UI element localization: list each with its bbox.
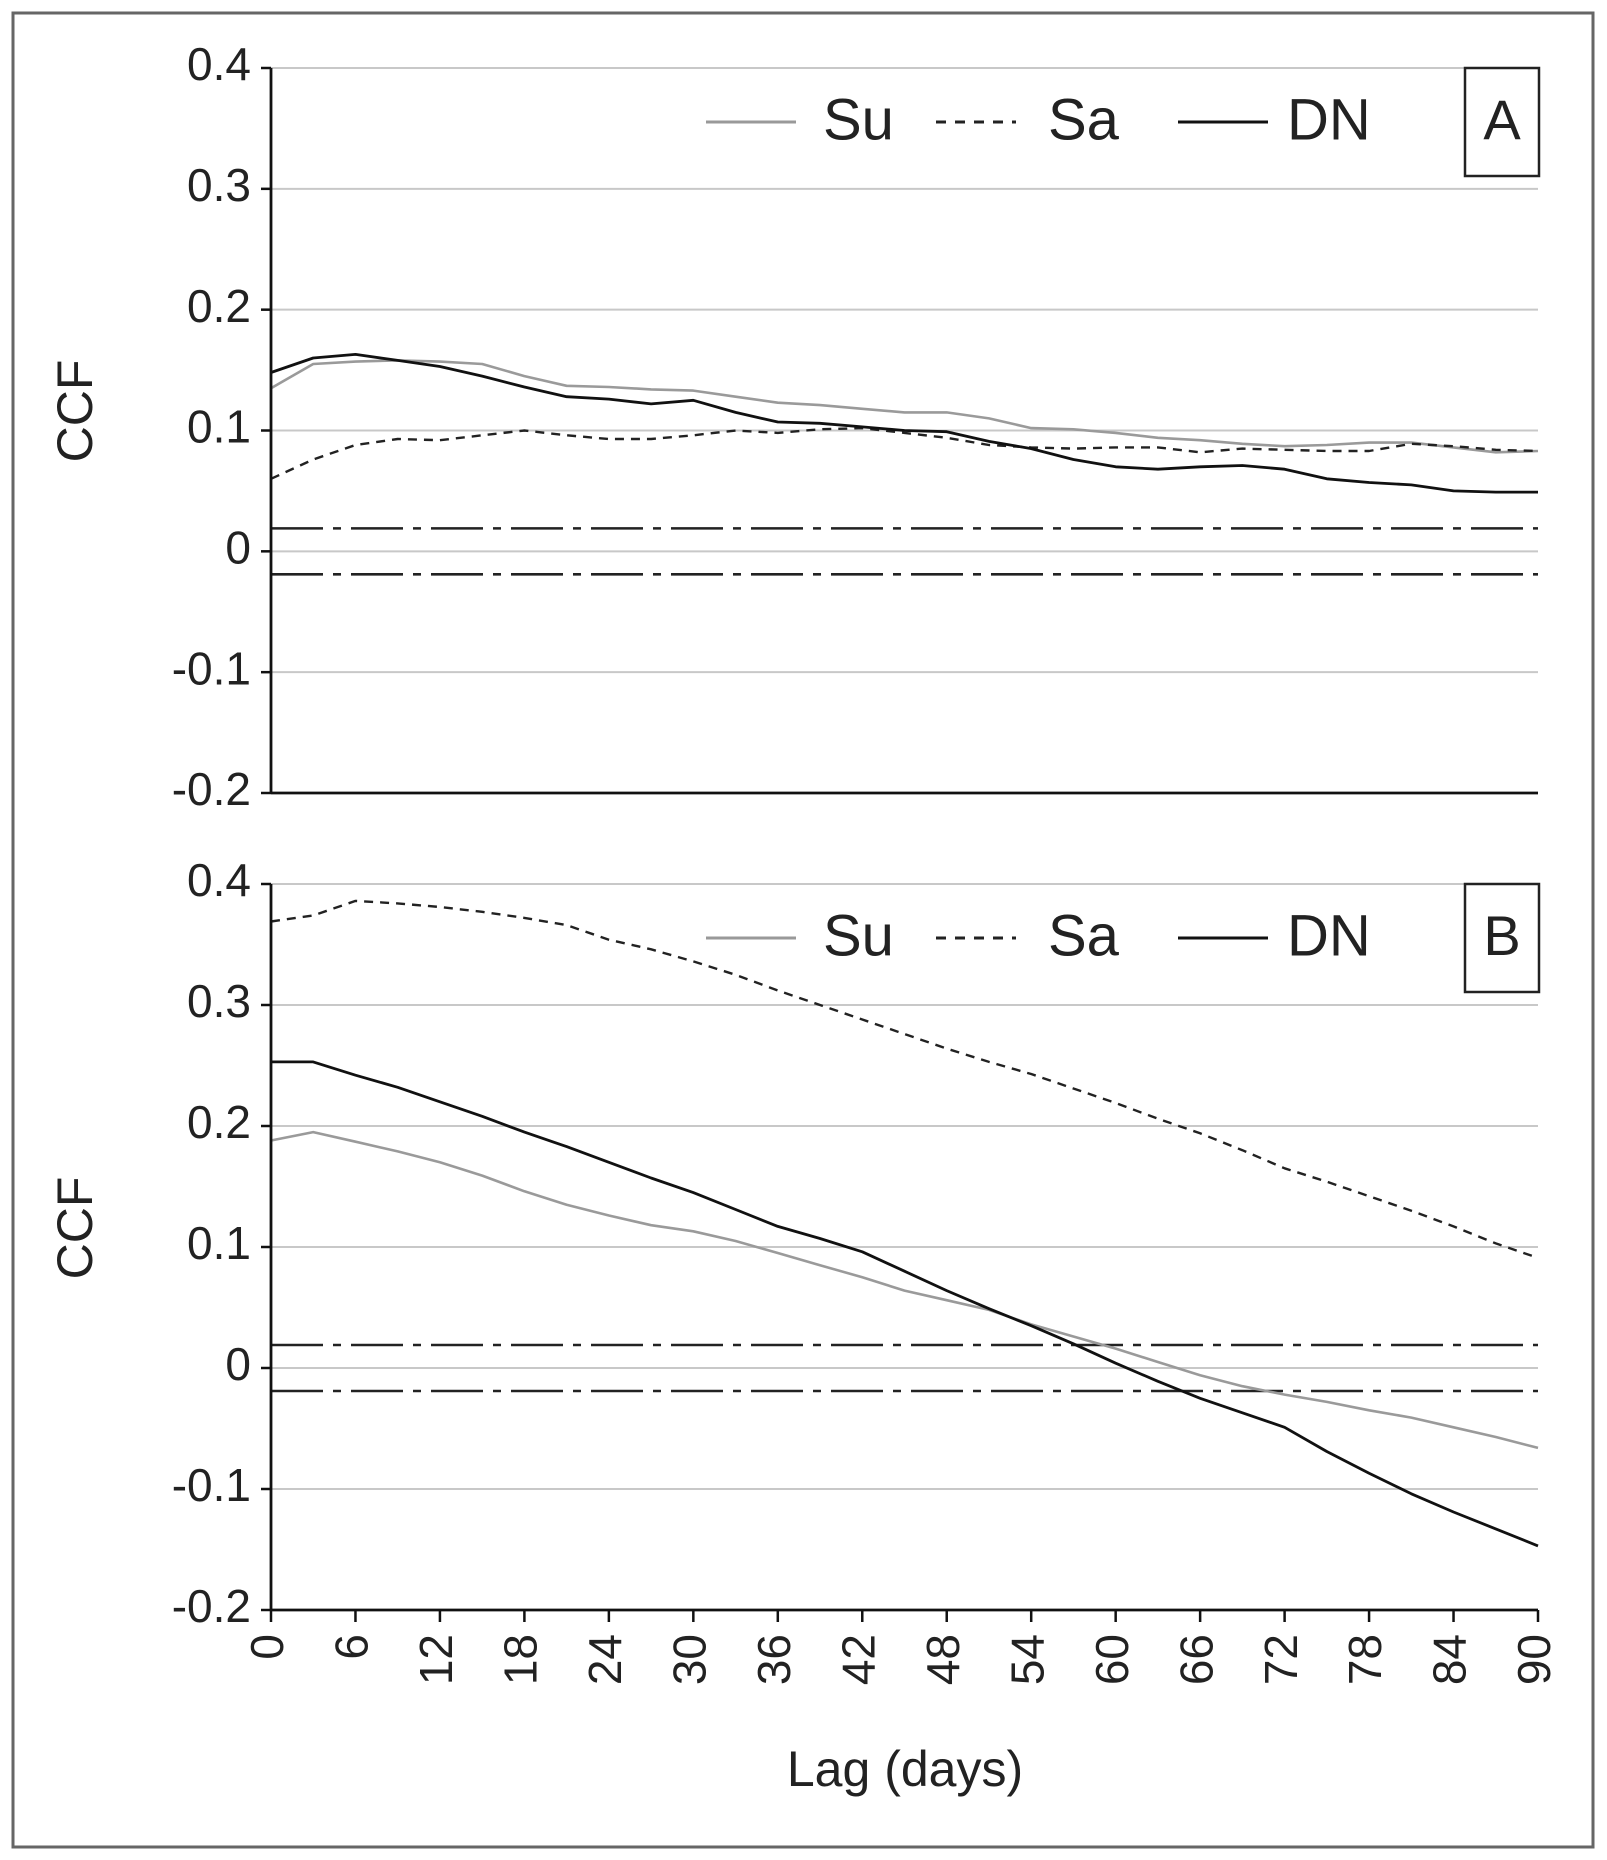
panel-b-series xyxy=(270,899,1539,1548)
panel-a-y-tick-label: 0.3 xyxy=(187,159,251,211)
panel-b-confidence-band xyxy=(271,1343,1538,1393)
panel-b-series-dn xyxy=(271,1060,1539,1548)
x-tick-label: 78 xyxy=(1339,1634,1391,1685)
panel-a-confidence-band xyxy=(271,527,1538,576)
panel-b-label-box: B xyxy=(1463,882,1541,994)
panel-a-series-su xyxy=(270,359,1539,454)
legend-b-su-label: Su xyxy=(823,903,894,968)
panel-a-series-sa xyxy=(270,426,1539,480)
panel-a-axes xyxy=(269,68,1538,795)
panel-a: 0.4 0.3 0.2 0.1 0 -0.1 -0.2 CCF Su Sa DN A xyxy=(47,38,1541,815)
legend-a-sa-label: Sa xyxy=(1048,87,1120,152)
legend-a-dn-label: DN xyxy=(1287,87,1371,152)
panel-b-y-tick-label: -0.2 xyxy=(172,1580,251,1632)
panel-a-y-tick-label: 0 xyxy=(225,521,251,573)
panel-a-y-tick-label: 0.4 xyxy=(187,38,251,90)
panel-a-y-axis-title: CCF xyxy=(47,360,103,463)
x-tick-label: 0 xyxy=(241,1634,293,1660)
panel-b-x-tick-labels: 0 6 12 18 24 30 36 42 48 54 60 66 72 78 84 90 xyxy=(241,1610,1560,1685)
panel-b: 0.4 0.3 0.2 0.1 0 -0.1 -0.2 0 6 12 18 24 30 36 42 48 54… xyxy=(47,854,1560,1797)
x-tick-label: 36 xyxy=(748,1634,800,1685)
figure-border xyxy=(11,11,1595,1849)
legend-b-sa-label: Sa xyxy=(1048,903,1120,968)
panel-a-legend: Su Sa DN xyxy=(706,87,1371,152)
panel-b-legend: Su Sa DN xyxy=(706,903,1371,968)
panel-b-y-tick-label: -0.1 xyxy=(172,1459,251,1511)
x-tick-label: 30 xyxy=(663,1634,715,1685)
panel-b-y-tick-label: 0.2 xyxy=(187,1096,251,1148)
x-tick-label: 60 xyxy=(1086,1634,1138,1685)
panel-a-series xyxy=(270,352,1539,494)
x-tick-label: 24 xyxy=(579,1634,631,1685)
x-tick-label: 12 xyxy=(410,1634,462,1685)
legend-a-su-label: Su xyxy=(823,87,894,152)
panel-a-label: A xyxy=(1483,88,1521,151)
panel-b-label: B xyxy=(1483,904,1520,967)
x-tick-label: 54 xyxy=(1001,1634,1053,1685)
panel-a-y-tick-label: 0.1 xyxy=(187,401,251,453)
x-tick-label: 72 xyxy=(1255,1634,1307,1685)
panel-b-y-tick-label: 0.1 xyxy=(187,1217,251,1269)
panel-a-y-tick-label: -0.2 xyxy=(172,763,251,815)
panel-a-y-tick-labels: 0.4 0.3 0.2 0.1 0 -0.1 -0.2 xyxy=(172,38,271,815)
x-tick-label: 90 xyxy=(1508,1634,1560,1685)
panel-b-y-tick-labels: 0.4 0.3 0.2 0.1 0 -0.1 -0.2 xyxy=(172,854,271,1632)
panel-b-label-frame xyxy=(1463,882,1541,994)
panel-b-axes xyxy=(269,884,1538,1612)
x-tick-label: 84 xyxy=(1424,1634,1476,1685)
x-tick-label: 66 xyxy=(1170,1634,1222,1685)
x-tick-label: 48 xyxy=(917,1634,969,1685)
panel-b-y-tick-label: 0 xyxy=(225,1338,251,1390)
panel-a-gridlines xyxy=(271,67,1538,674)
panel-b-y-tick-label: 0.3 xyxy=(187,975,251,1027)
panel-b-y-tick-label: 0.4 xyxy=(187,854,251,906)
panel-a-label-frame xyxy=(1463,66,1541,178)
panel-b-series-su xyxy=(270,1130,1539,1450)
x-tick-label: 18 xyxy=(495,1634,547,1685)
panel-b-gridlines xyxy=(271,883,1538,1490)
x-tick-label: 6 xyxy=(326,1634,378,1660)
panel-a-series-dn xyxy=(270,352,1538,494)
x-tick-label: 42 xyxy=(832,1634,884,1685)
panel-b-series-sa xyxy=(270,899,1539,1260)
x-axis-title: Lag (days) xyxy=(787,1741,1023,1797)
legend-b-dn-label: DN xyxy=(1287,903,1371,968)
panel-a-label-box: A xyxy=(1463,66,1541,178)
panel-b-y-axis-title: CCF xyxy=(47,1177,103,1280)
panel-a-y-tick-label: 0.2 xyxy=(187,280,251,332)
panel-a-y-tick-label: -0.1 xyxy=(172,642,251,694)
